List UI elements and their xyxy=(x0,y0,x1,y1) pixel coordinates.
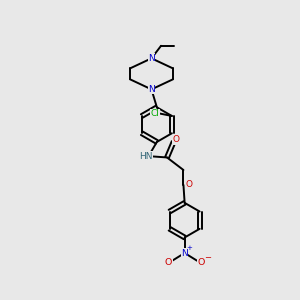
Text: O: O xyxy=(172,135,179,144)
Text: HN: HN xyxy=(139,152,152,161)
Text: O: O xyxy=(197,258,205,267)
Text: Cl: Cl xyxy=(150,109,159,118)
Text: +: + xyxy=(186,244,192,250)
Text: O: O xyxy=(165,258,172,267)
Text: N: N xyxy=(148,54,155,63)
Text: O: O xyxy=(185,180,192,189)
Text: N: N xyxy=(148,85,155,94)
Text: N: N xyxy=(181,248,188,257)
Text: −: − xyxy=(204,253,211,262)
